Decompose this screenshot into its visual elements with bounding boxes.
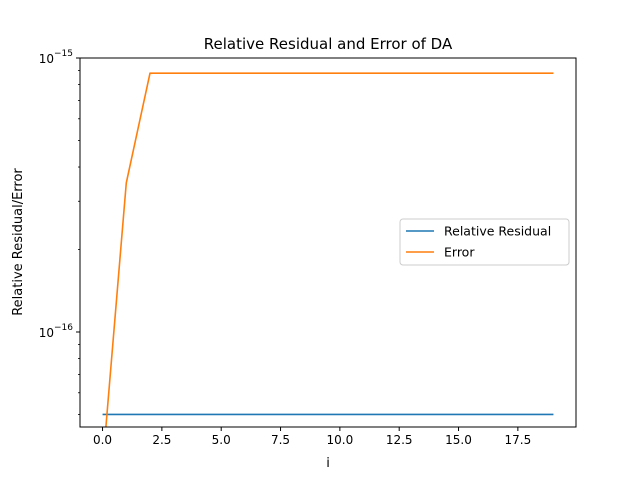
y-tick-label: 10−15 (39, 49, 73, 66)
x-axis-label: i (326, 456, 330, 471)
x-tick-label: 12.5 (386, 433, 413, 447)
x-tick-label: 0.0 (93, 433, 112, 447)
series-line-error (105, 72, 554, 427)
y-tick-label: 10−16 (39, 323, 74, 340)
y-axis-ticks: 10−15 10−16 (39, 49, 80, 415)
x-tick-label: 5.0 (212, 433, 231, 447)
legend-label: Relative Residual (444, 224, 551, 239)
chart-title: Relative Residual and Error of DA (204, 35, 453, 53)
legend: Relative Residual Error (399, 218, 570, 266)
x-tick-label: 7.5 (271, 433, 290, 447)
series-layer (102, 72, 554, 427)
y-axis-label: Relative Residual/Error (11, 168, 26, 316)
plot-area: 0.0 2.5 5.0 7.5 10.0 12.5 15.0 17.5 10−15 10−16 (39, 49, 577, 447)
x-tick-label: 15.0 (445, 433, 472, 447)
x-tick-label: 17.5 (504, 433, 531, 447)
x-tick-label: 2.5 (152, 433, 171, 447)
axes-frame (79, 57, 577, 428)
x-tick-label: 10.0 (327, 433, 354, 447)
x-axis-ticks: 0.0 2.5 5.0 7.5 10.0 12.5 15.0 17.5 (93, 427, 531, 447)
legend-box (399, 218, 570, 266)
legend-label: Error (444, 245, 475, 260)
